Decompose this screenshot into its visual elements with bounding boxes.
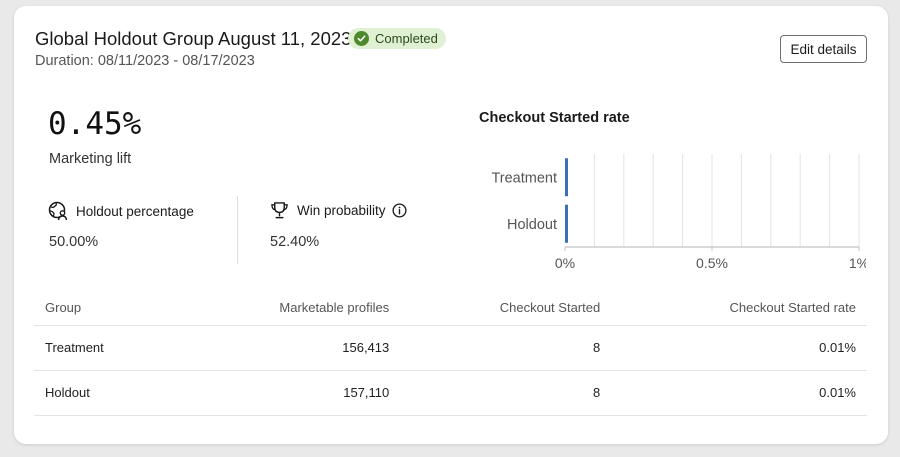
marketing-lift-value: 0.45% — [48, 106, 142, 142]
win-probability-label-group: Win probability — [270, 201, 407, 220]
globe-people-icon — [48, 201, 68, 221]
cell-marketable-profiles: 156,413 — [173, 325, 401, 371]
x-tick-label: 1% — [849, 255, 866, 271]
holdout-percentage-value: 50.00% — [49, 234, 99, 250]
cell-checkout-started: 8 — [400, 370, 612, 416]
column-header-checkout-started: Checkout Started — [400, 291, 612, 326]
bar — [565, 158, 568, 197]
win-probability-label: Win probability — [297, 203, 386, 218]
results-table: Group Marketable profiles Checkout Start… — [34, 291, 867, 416]
cell-checkout-started-rate: 0.01% — [611, 370, 867, 416]
column-header-checkout-started-rate: Checkout Started rate — [611, 291, 867, 326]
cell-checkout-started-rate: 0.01% — [611, 325, 867, 371]
x-tick-label: 0.5% — [696, 255, 728, 271]
status-label: Completed — [375, 31, 438, 46]
checkout-rate-chart: Treatment Holdout 0% 0.5% 1% — [491, 154, 866, 271]
holdout-percentage-label: Holdout percentage — [76, 203, 194, 219]
column-header-marketable-profiles: Marketable profiles — [173, 291, 401, 326]
cell-marketable-profiles: 157,110 — [173, 370, 401, 416]
bar — [565, 204, 568, 243]
win-probability-value: 52.40% — [270, 234, 320, 250]
metric-divider — [237, 196, 238, 264]
x-tick-label: 0% — [555, 255, 575, 271]
trophy-icon — [270, 201, 289, 220]
status-badge: Completed — [348, 28, 446, 49]
chart-title: Checkout Started rate — [479, 110, 630, 126]
table-header-row: Group Marketable profiles Checkout Start… — [34, 291, 867, 326]
marketing-lift-label: Marketing lift — [49, 151, 132, 167]
page-title: Global Holdout Group August 11, 2023 — [35, 28, 352, 49]
experiment-card: Global Holdout Group August 11, 2023 Com… — [14, 6, 888, 444]
table-row: Treatment 156,413 8 0.01% — [34, 325, 867, 371]
info-icon[interactable] — [392, 203, 407, 218]
cell-group: Holdout — [34, 370, 174, 416]
column-header-group: Group — [34, 291, 174, 326]
edit-details-button[interactable]: Edit details — [780, 35, 867, 63]
duration-text: Duration: 08/11/2023 - 08/17/2023 — [35, 53, 255, 69]
table-row: Holdout 157,110 8 0.01% — [34, 370, 867, 416]
check-icon — [354, 31, 369, 46]
cell-group: Treatment — [34, 325, 174, 371]
y-tick-label: Treatment — [491, 170, 557, 186]
holdout-percentage-label-group: Holdout percentage — [48, 201, 194, 221]
cell-checkout-started: 8 — [400, 325, 612, 371]
y-tick-label: Holdout — [507, 217, 557, 233]
